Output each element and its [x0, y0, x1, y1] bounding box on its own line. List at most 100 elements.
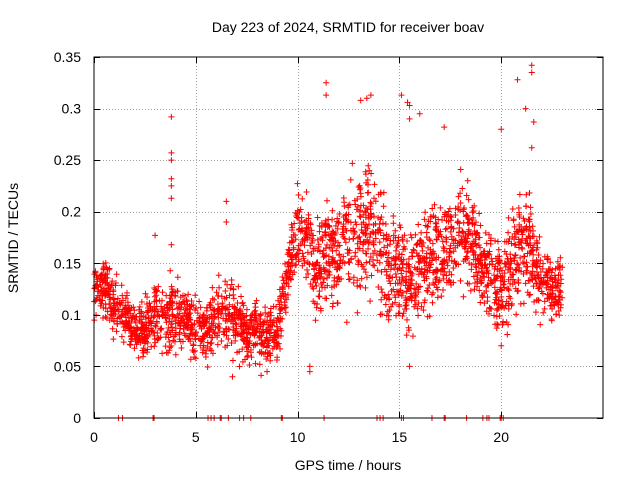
data-point	[183, 298, 190, 305]
data-point	[225, 335, 232, 342]
data-point	[257, 312, 264, 319]
data-point	[360, 247, 367, 254]
data-point	[180, 313, 187, 320]
data-point	[420, 255, 427, 262]
data-point	[502, 263, 509, 270]
data-point	[315, 293, 322, 300]
data-point	[191, 354, 198, 361]
data-point	[100, 265, 107, 272]
data-point	[479, 293, 486, 300]
data-point	[514, 288, 521, 295]
data-point	[220, 328, 227, 335]
data-point	[308, 251, 315, 258]
data-point	[364, 189, 371, 196]
data-point	[319, 234, 326, 241]
data-point	[362, 227, 369, 234]
data-point	[350, 235, 357, 242]
data-point	[518, 239, 525, 246]
data-point	[474, 278, 481, 285]
data-point	[99, 297, 106, 304]
data-point	[429, 205, 436, 212]
data-point	[400, 310, 407, 317]
data-point	[333, 247, 340, 254]
data-point	[423, 234, 430, 241]
data-point	[557, 272, 564, 279]
data-point	[497, 272, 504, 279]
data-point	[399, 313, 406, 320]
data-point	[283, 280, 290, 287]
data-point	[274, 333, 281, 340]
data-point	[173, 317, 180, 324]
data-point	[427, 213, 434, 220]
y-tick-label: 0.1	[62, 307, 82, 323]
data-point	[538, 288, 545, 295]
data-point	[451, 258, 458, 265]
data-point	[407, 281, 414, 288]
data-point	[347, 176, 354, 183]
data-point	[439, 216, 446, 223]
data-point	[475, 257, 482, 264]
data-point	[482, 229, 489, 236]
data-point	[230, 295, 237, 302]
data-point	[250, 342, 257, 349]
data-point	[232, 320, 239, 327]
data-point	[346, 236, 353, 243]
data-point	[356, 234, 363, 241]
data-point	[357, 214, 364, 221]
data-point	[457, 166, 464, 173]
data-point	[142, 290, 149, 297]
data-point	[469, 249, 476, 256]
data-point	[526, 216, 533, 223]
data-point	[493, 275, 500, 282]
data-point	[181, 330, 188, 337]
data-point	[92, 269, 99, 276]
data-point	[411, 297, 418, 304]
data-point	[556, 287, 563, 294]
data-point	[436, 231, 443, 238]
data-point	[452, 260, 459, 267]
data-point	[423, 262, 430, 269]
data-point	[258, 372, 265, 379]
data-point	[144, 333, 151, 340]
data-point	[479, 262, 486, 269]
data-point	[363, 222, 370, 229]
data-point	[252, 307, 259, 314]
data-point	[163, 292, 170, 299]
data-point	[266, 337, 273, 344]
data-point	[403, 297, 410, 304]
data-point	[151, 335, 158, 342]
data-point	[274, 354, 281, 361]
data-point	[196, 298, 203, 305]
data-point	[385, 316, 392, 323]
data-point	[168, 182, 175, 189]
data-point	[544, 256, 551, 263]
data-point	[440, 286, 447, 293]
data-point	[380, 203, 387, 210]
data-point	[323, 259, 330, 266]
data-point	[420, 307, 427, 314]
data-point	[162, 343, 169, 350]
data-point	[464, 249, 471, 256]
data-point	[125, 324, 132, 331]
data-point	[521, 217, 528, 224]
data-point	[159, 350, 166, 357]
data-point	[505, 302, 512, 309]
x-tick-label: 20	[493, 429, 509, 445]
data-point	[503, 298, 510, 305]
data-point	[324, 197, 331, 204]
data-point	[541, 305, 548, 312]
data-point	[468, 261, 475, 268]
data-point	[117, 301, 124, 308]
data-point	[324, 274, 331, 281]
data-point	[114, 320, 121, 327]
data-point	[314, 276, 321, 283]
data-point	[321, 252, 328, 259]
data-point	[464, 219, 471, 226]
data-point	[522, 280, 529, 287]
data-point	[148, 312, 155, 319]
data-point	[153, 297, 160, 304]
data-point	[239, 346, 246, 353]
data-point	[113, 328, 120, 335]
data-point	[498, 293, 505, 300]
data-point	[288, 238, 295, 245]
